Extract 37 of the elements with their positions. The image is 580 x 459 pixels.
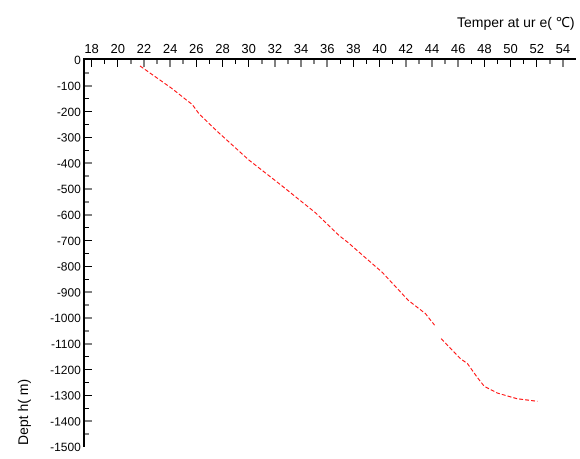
y-tick-label: -400 [56, 156, 82, 170]
y-tick-label: -1000 [50, 311, 82, 326]
y-tick-label: -700 [56, 234, 82, 248]
x-axis-title: Temper at ur e( ℃) [457, 14, 574, 30]
x-tick-label: 28 [215, 41, 230, 56]
y-tick-label: -500 [56, 182, 82, 196]
x-tick-label: 30 [241, 41, 256, 56]
y-tick-label: -300 [56, 130, 82, 145]
x-tick-label: 36 [320, 41, 334, 56]
x-tick-label: 22 [136, 41, 152, 56]
x-tick-label: 32 [268, 41, 282, 56]
y-tick-label: -1100 [51, 337, 82, 351]
x-tick-label: 34 [294, 41, 308, 56]
x-tick-label: 40 [372, 41, 387, 56]
y-tick-label: -1400 [50, 414, 82, 428]
x-tick-label: 42 [398, 41, 414, 56]
x-tick-label: 24 [162, 41, 178, 56]
x-tick-label: 48 [477, 41, 492, 56]
y-tick-label: -600 [56, 208, 82, 222]
x-tick-label: 52 [529, 41, 544, 56]
y-tick-label: -800 [56, 260, 82, 274]
x-tick-label: 44 [424, 41, 440, 56]
x-tick-label: 18 [84, 41, 99, 56]
x-tick-label: 54 [556, 41, 570, 56]
x-tick-label: 46 [450, 41, 466, 56]
y-tick-label: -1500 [50, 440, 82, 454]
x-tick-label: 50 [503, 41, 518, 56]
y-tick-label: -900 [56, 285, 82, 300]
x-tick-label: 38 [346, 41, 361, 56]
x-tick-label: 26 [189, 41, 204, 56]
y-tick-label: -1300 [50, 388, 82, 403]
y-tick-label: 0 [74, 53, 82, 68]
y-axis-title: Dept h( m) [15, 378, 31, 445]
y-tick-label: -100 [56, 79, 82, 93]
y-tick-label: -200 [56, 104, 82, 119]
x-tick-label: 20 [110, 41, 125, 56]
y-tick-label: -1200 [50, 362, 82, 377]
